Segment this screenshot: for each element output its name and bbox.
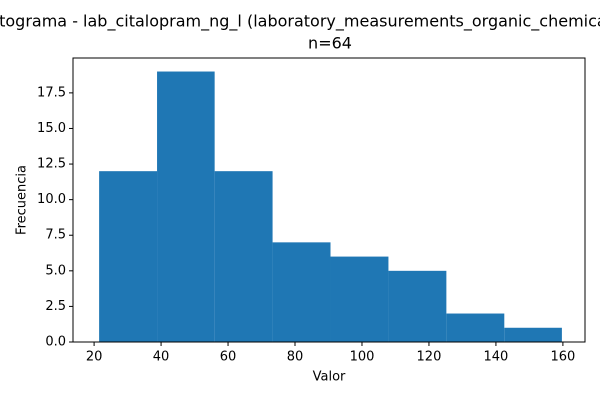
- bar: [272, 242, 331, 342]
- x-axis-label: Valor: [313, 370, 346, 385]
- chart-subtitle: n=64: [308, 34, 352, 53]
- y-tick-label: 12.5: [37, 157, 66, 172]
- y-tick-label: 5.0: [45, 263, 66, 278]
- x-tick-label: 120: [417, 350, 442, 365]
- x-tick-label: 20: [86, 350, 103, 365]
- x-tick-label: 140: [484, 350, 509, 365]
- y-tick-label: 10.0: [37, 192, 66, 207]
- x-tick-label: 40: [153, 350, 170, 365]
- chart-title: Histograma - lab_citalopram_ng_l (labora…: [0, 12, 600, 32]
- y-tick-label: 2.5: [45, 299, 66, 314]
- bar: [99, 171, 158, 342]
- y-tick-label: 15.0: [37, 121, 66, 136]
- bar: [157, 71, 215, 343]
- y-tick-label: 17.5: [37, 85, 66, 100]
- bar: [504, 327, 562, 342]
- x-tick-label: 160: [550, 350, 575, 365]
- y-tick-label: 0.0: [45, 335, 66, 350]
- x-tick-label: 60: [220, 350, 237, 365]
- y-tick-label: 7.5: [45, 228, 66, 243]
- bar: [330, 256, 389, 342]
- x-tick-label: 80: [287, 350, 304, 365]
- x-tick-label: 100: [350, 350, 375, 365]
- bar: [214, 171, 273, 342]
- y-axis-label: Frecuencia: [15, 165, 30, 235]
- bar: [388, 270, 447, 342]
- bar: [446, 313, 505, 342]
